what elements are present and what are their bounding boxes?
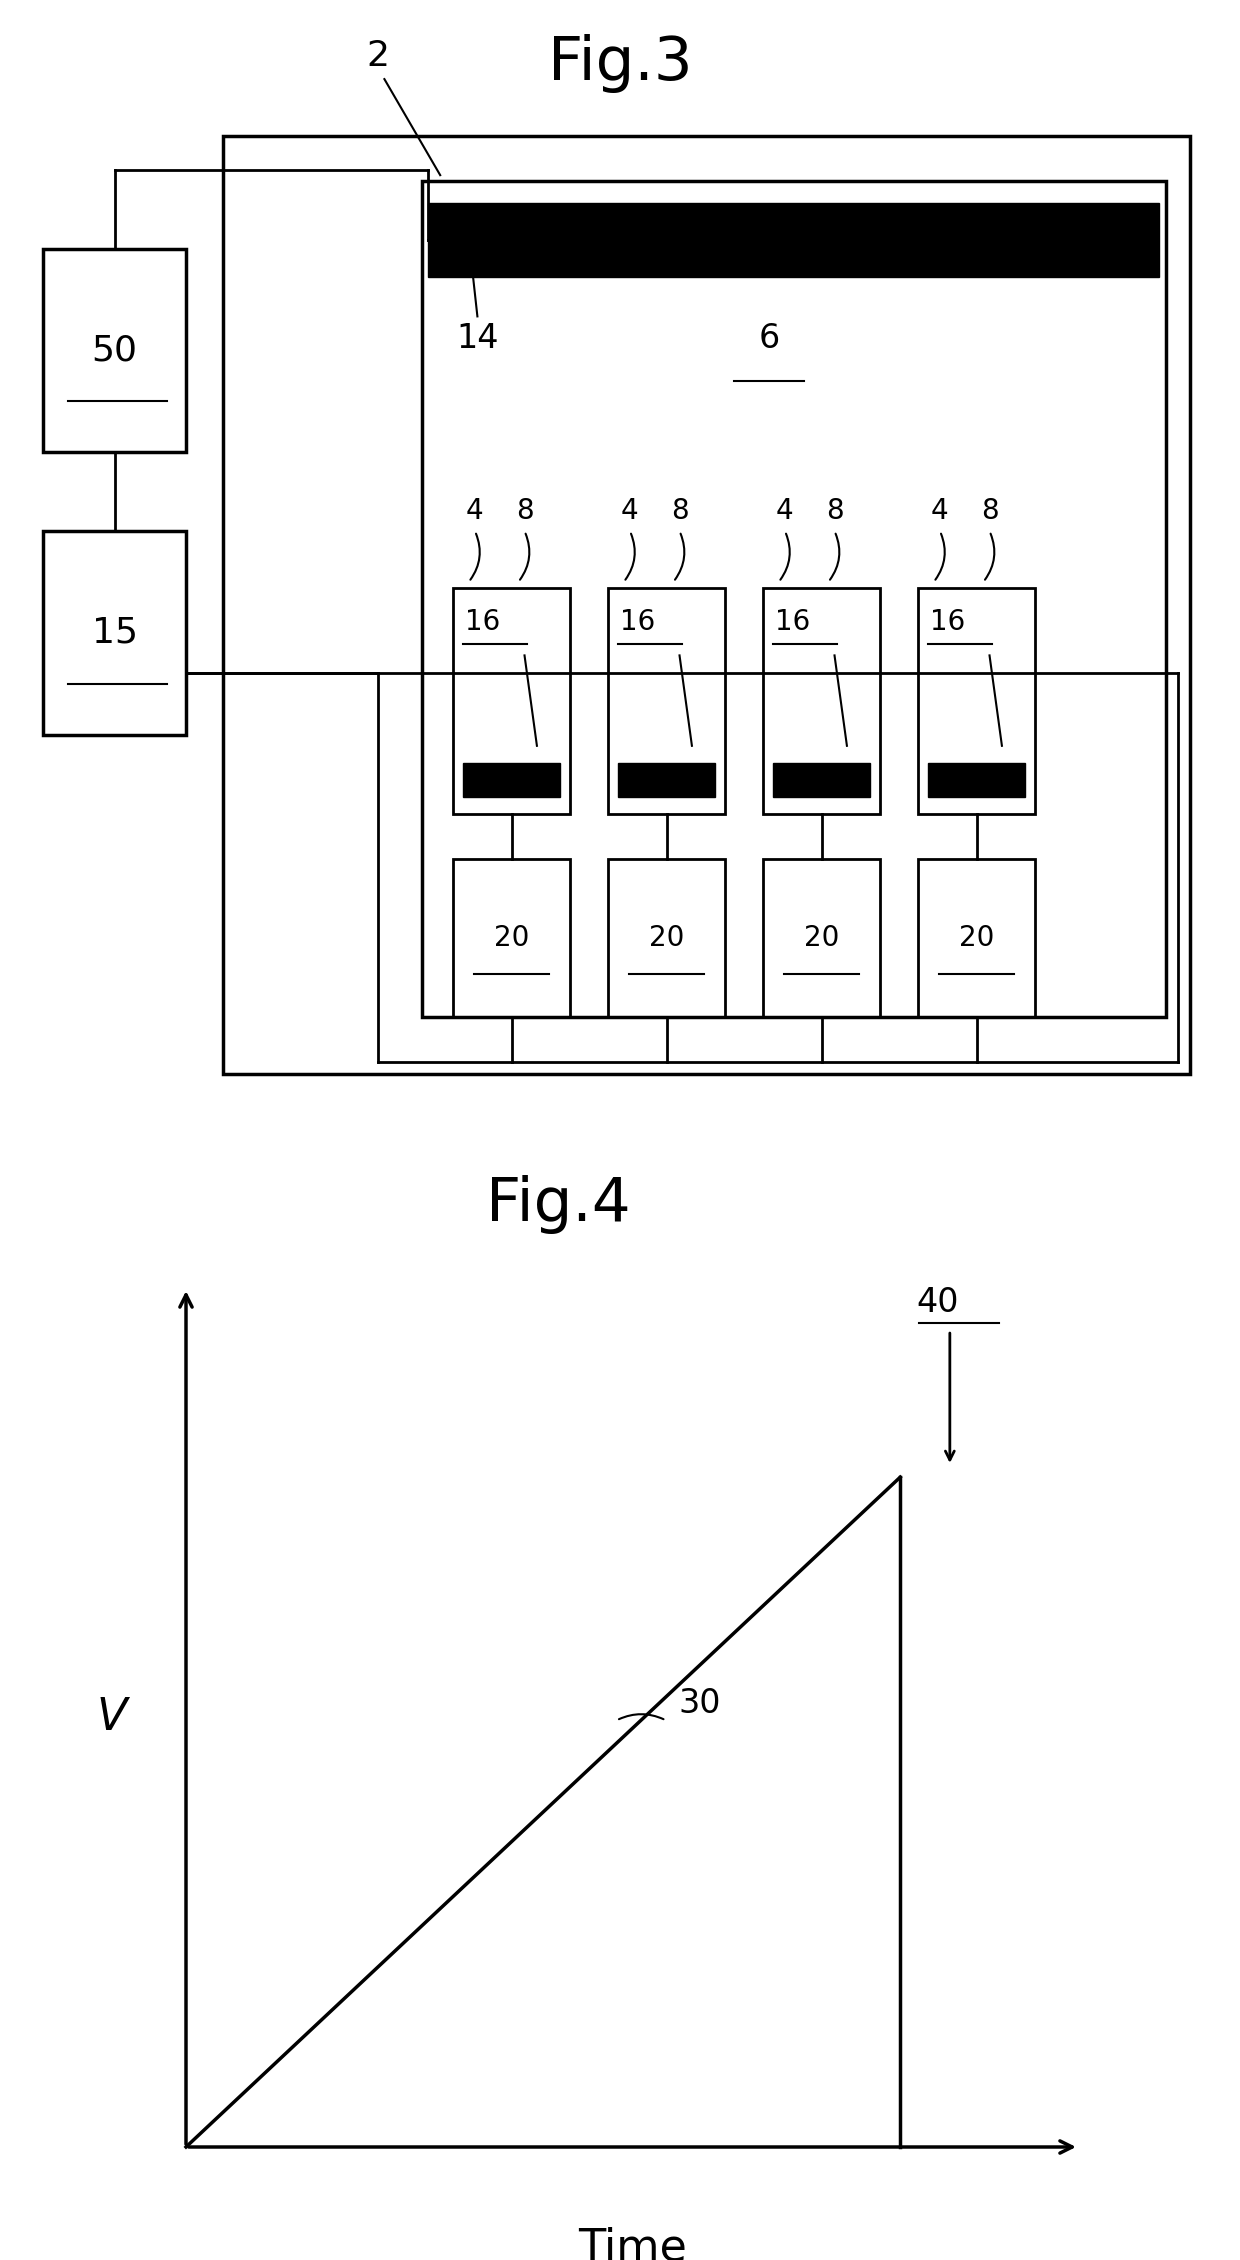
Bar — [223, 136, 1190, 1074]
Text: 8: 8 — [981, 497, 998, 524]
Text: 16: 16 — [775, 608, 810, 635]
Text: 4: 4 — [776, 497, 794, 524]
Text: 8: 8 — [516, 497, 533, 524]
Bar — [763, 588, 880, 814]
Text: 4: 4 — [466, 497, 484, 524]
Text: V: V — [97, 1695, 126, 1740]
Text: 50: 50 — [92, 332, 138, 368]
Bar — [453, 588, 570, 814]
Bar — [918, 859, 1035, 1017]
Text: Time: Time — [578, 2226, 687, 2260]
Text: 20: 20 — [959, 924, 994, 951]
Text: 30: 30 — [678, 1688, 720, 1720]
Bar — [428, 203, 1159, 276]
Text: 6: 6 — [758, 323, 780, 355]
Bar — [928, 764, 1025, 798]
Bar — [608, 859, 725, 1017]
Bar — [43, 249, 186, 452]
Text: 20: 20 — [804, 924, 839, 951]
Bar — [422, 181, 1166, 1017]
Text: 15: 15 — [92, 615, 138, 651]
Text: 4: 4 — [621, 497, 639, 524]
Text: 16: 16 — [930, 608, 965, 635]
Text: 16: 16 — [465, 608, 500, 635]
Text: Fig.3: Fig.3 — [548, 34, 692, 93]
Text: 20: 20 — [494, 924, 529, 951]
Bar — [453, 859, 570, 1017]
Text: 8: 8 — [671, 497, 688, 524]
Bar — [43, 531, 186, 735]
Text: 16: 16 — [620, 608, 655, 635]
Bar — [463, 764, 560, 798]
Text: 2: 2 — [367, 38, 389, 72]
Text: 40: 40 — [916, 1286, 959, 1320]
Bar — [618, 764, 715, 798]
Text: 14: 14 — [456, 323, 498, 355]
Bar — [763, 859, 880, 1017]
Bar — [773, 764, 870, 798]
Bar — [608, 588, 725, 814]
Text: 20: 20 — [649, 924, 684, 951]
Text: 8: 8 — [826, 497, 843, 524]
Text: 4: 4 — [931, 497, 949, 524]
Text: Fig.4: Fig.4 — [486, 1175, 630, 1234]
Bar — [918, 588, 1035, 814]
